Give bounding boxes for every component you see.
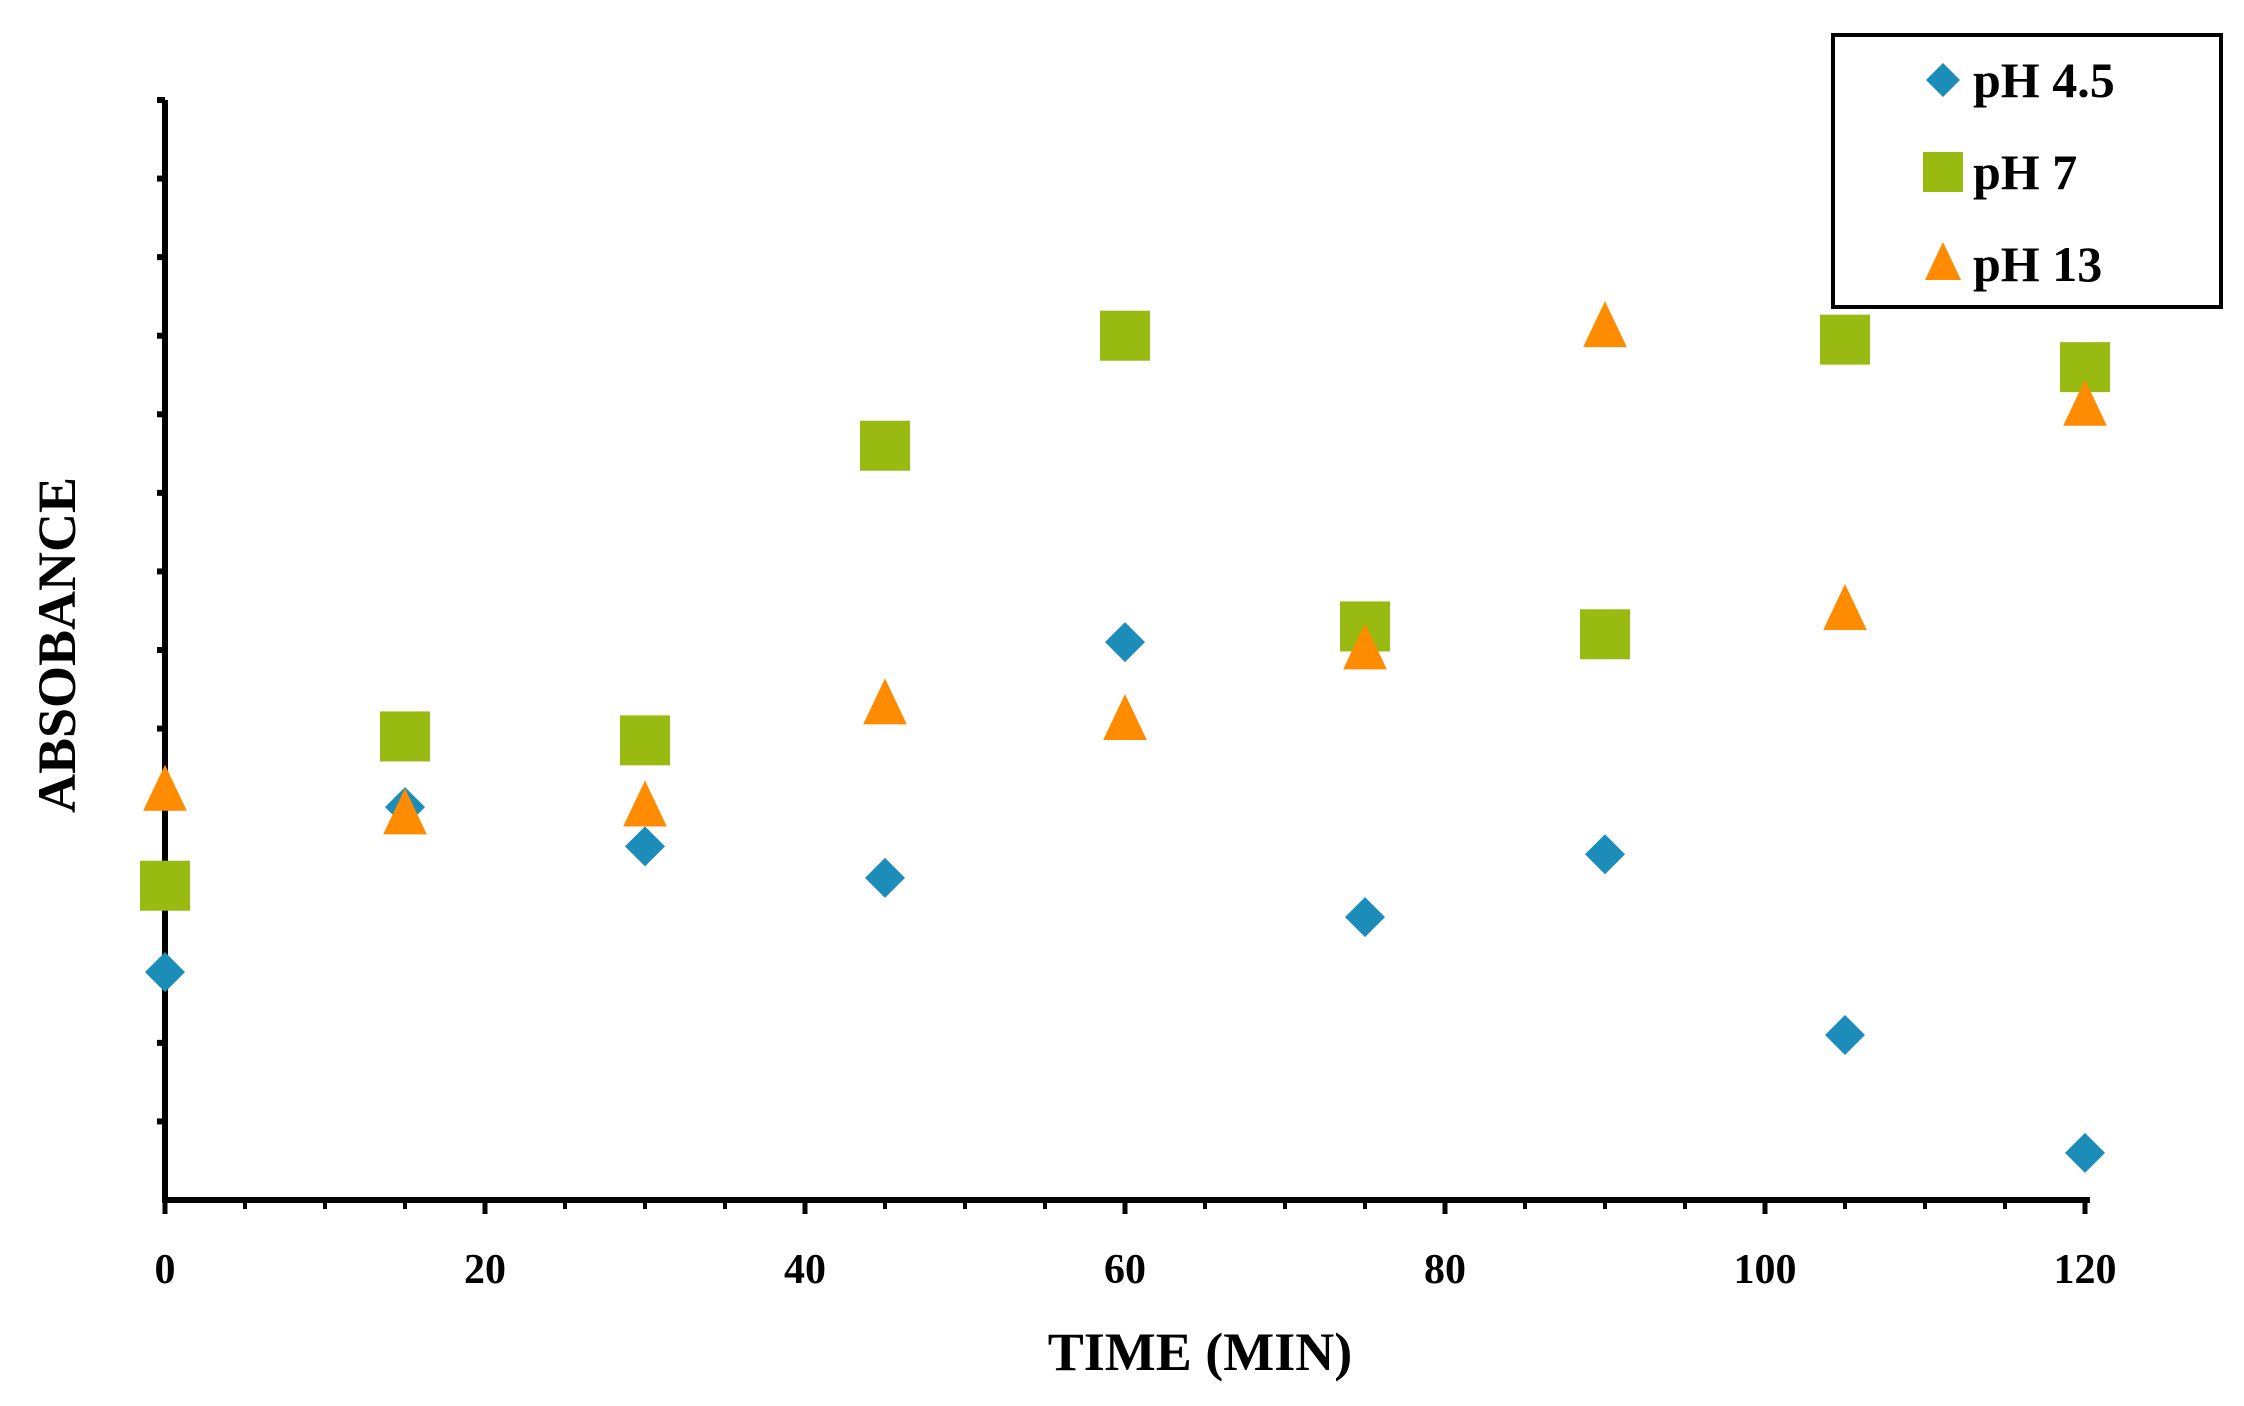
x-tick-label: 100	[1734, 1247, 1797, 1293]
legend-marker-diamond	[1926, 63, 1960, 97]
data-point-triangle	[863, 678, 907, 725]
data-point-diamond	[1345, 897, 1385, 938]
x-tick-label: 80	[1424, 1247, 1466, 1293]
legend-box	[1831, 33, 2223, 309]
data-point-square	[140, 860, 190, 911]
data-point-triangle	[143, 764, 187, 811]
data-point-square	[620, 715, 670, 766]
data-point-diamond	[625, 826, 665, 867]
x-axis-title: TIME (MIN)	[1048, 1322, 1352, 1382]
legend-marker-square	[1923, 152, 1963, 192]
data-point-diamond	[1105, 622, 1145, 663]
data-point-triangle	[1103, 694, 1147, 741]
legend-label: pH 4.5	[1973, 52, 2115, 108]
data-point-triangle	[383, 788, 427, 835]
data-point-diamond	[1825, 1015, 1865, 1055]
data-point-triangle	[1583, 301, 1627, 348]
x-tick-label: 20	[464, 1247, 506, 1293]
x-tick-label: 120	[2054, 1247, 2117, 1293]
data-point-triangle	[1343, 623, 1387, 670]
x-tick-label: 40	[784, 1247, 826, 1293]
data-point-square	[1580, 609, 1630, 660]
x-tick-label: 60	[1104, 1247, 1146, 1293]
x-tick-labels: 0 20 40 60 80 100 120	[155, 1247, 2117, 1293]
data-point-square	[380, 711, 430, 762]
x-ticks	[162, 1200, 2088, 1214]
data-point-square	[1100, 310, 1150, 361]
series-square	[140, 310, 2110, 911]
data-point-square	[1820, 314, 1870, 365]
y-axis-title: ABSOBANCE	[27, 477, 87, 813]
series-diamond	[145, 622, 2105, 1173]
data-point-diamond	[2065, 1132, 2105, 1173]
data-point-triangle	[623, 780, 667, 827]
data-point-square	[860, 420, 910, 471]
series-triangle	[143, 301, 2107, 835]
legend-marker-triangle	[1924, 241, 1962, 280]
data-point-triangle	[1823, 584, 1867, 631]
data-points	[140, 301, 2110, 1173]
legend: pH 4.5 pH 7 pH 13	[1831, 33, 2223, 309]
x-tick-label: 0	[155, 1247, 176, 1293]
legend-label: pH 7	[1973, 144, 2077, 200]
data-point-triangle	[2063, 379, 2107, 426]
legend-label: pH 13	[1973, 236, 2102, 292]
data-point-diamond	[1585, 834, 1625, 875]
data-point-diamond	[865, 857, 905, 898]
data-point-diamond	[145, 952, 185, 993]
